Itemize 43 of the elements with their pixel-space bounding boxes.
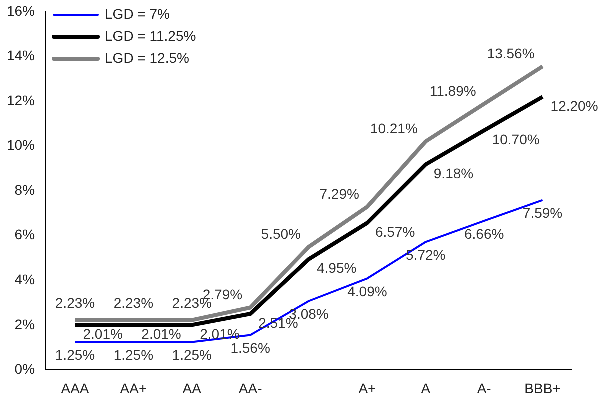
- y-tick-label: 14%: [6, 48, 36, 64]
- y-tick-label: 8%: [14, 182, 36, 198]
- text: 2.01%: [83, 326, 123, 342]
- text: 2.01%: [142, 326, 182, 342]
- text: 2.23%: [55, 295, 96, 312]
- text: 11.89%: [430, 82, 476, 99]
- y-tick-label: 4%: [14, 272, 36, 288]
- text: 6.57%: [375, 224, 416, 240]
- x-tick-label: A: [421, 380, 432, 396]
- text: 5.50%: [261, 226, 302, 242]
- text: 10.70%: [492, 132, 540, 148]
- legend-label: LGD = 7%: [105, 6, 170, 22]
- text: 5.72%: [406, 247, 446, 264]
- y-tick-label: 10%: [6, 137, 36, 154]
- y-tick-label: 12%: [6, 92, 36, 108]
- text: 2.23%: [114, 295, 154, 312]
- x-tick-label: A-: [477, 380, 492, 396]
- y-tick-label: 16%: [6, 2, 36, 19]
- x-tick-label: AA-: [238, 380, 263, 396]
- x-tick-label: BBB+: [524, 380, 561, 396]
- x-tick-label: A+: [358, 380, 376, 396]
- text: 12.20%: [550, 98, 598, 114]
- text: 2.01%: [200, 326, 240, 342]
- x-tick-label: AAA: [61, 380, 90, 396]
- text: 1.25%: [114, 347, 154, 364]
- text: 1.56%: [230, 340, 270, 356]
- legend-label: LGD = 12.5%: [105, 50, 190, 66]
- text: 7.29%: [320, 186, 360, 202]
- text: 4.95%: [317, 260, 357, 276]
- legend-label: LGD = 11.25%: [105, 28, 196, 44]
- x-tick-label: AA+: [120, 380, 148, 396]
- text: 4.09%: [348, 283, 388, 300]
- x-tick-label: AA: [182, 380, 202, 396]
- text: 1.25%: [55, 347, 96, 364]
- y-tick-label: 2%: [14, 316, 36, 332]
- text: 7.59%: [522, 205, 563, 222]
- y-tick-label: 6%: [14, 226, 36, 243]
- text: 9.18%: [434, 166, 474, 182]
- text: 13.56%: [487, 45, 535, 62]
- y-tick-label: 0%: [14, 361, 36, 378]
- text: 6.66%: [464, 226, 504, 242]
- text: 1.25%: [172, 347, 212, 364]
- text: 10.21%: [370, 120, 418, 136]
